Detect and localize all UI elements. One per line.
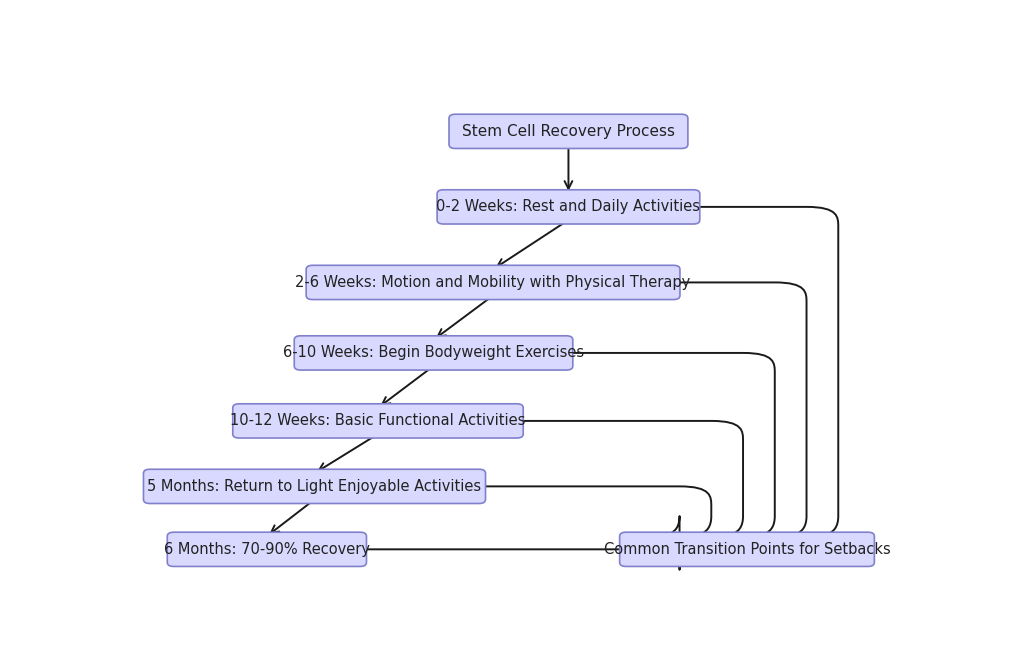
FancyBboxPatch shape — [167, 532, 367, 566]
Text: Stem Cell Recovery Process: Stem Cell Recovery Process — [462, 124, 675, 139]
FancyBboxPatch shape — [232, 404, 523, 438]
FancyBboxPatch shape — [306, 266, 680, 300]
Text: Common Transition Points for Setbacks: Common Transition Points for Setbacks — [603, 542, 891, 557]
Text: 0-2 Weeks: Rest and Daily Activities: 0-2 Weeks: Rest and Daily Activities — [436, 199, 700, 215]
Text: 5 Months: Return to Light Enjoyable Activities: 5 Months: Return to Light Enjoyable Acti… — [147, 479, 481, 494]
FancyBboxPatch shape — [449, 114, 688, 148]
FancyBboxPatch shape — [620, 532, 874, 566]
Text: 10-12 Weeks: Basic Functional Activities: 10-12 Weeks: Basic Functional Activities — [230, 413, 525, 428]
FancyArrowPatch shape — [693, 207, 839, 536]
FancyArrowPatch shape — [479, 487, 745, 536]
FancyArrowPatch shape — [517, 421, 745, 536]
FancyBboxPatch shape — [143, 470, 485, 504]
FancyBboxPatch shape — [294, 336, 572, 370]
Text: 6-10 Weeks: Begin Bodyweight Exercises: 6-10 Weeks: Begin Bodyweight Exercises — [283, 345, 584, 360]
FancyArrowPatch shape — [674, 283, 807, 536]
Text: 2-6 Weeks: Motion and Mobility with Physical Therapy: 2-6 Weeks: Motion and Mobility with Phys… — [296, 275, 690, 290]
FancyArrowPatch shape — [360, 516, 745, 570]
FancyBboxPatch shape — [437, 190, 699, 224]
FancyArrowPatch shape — [566, 353, 775, 536]
Text: 6 Months: 70-90% Recovery: 6 Months: 70-90% Recovery — [164, 542, 370, 557]
